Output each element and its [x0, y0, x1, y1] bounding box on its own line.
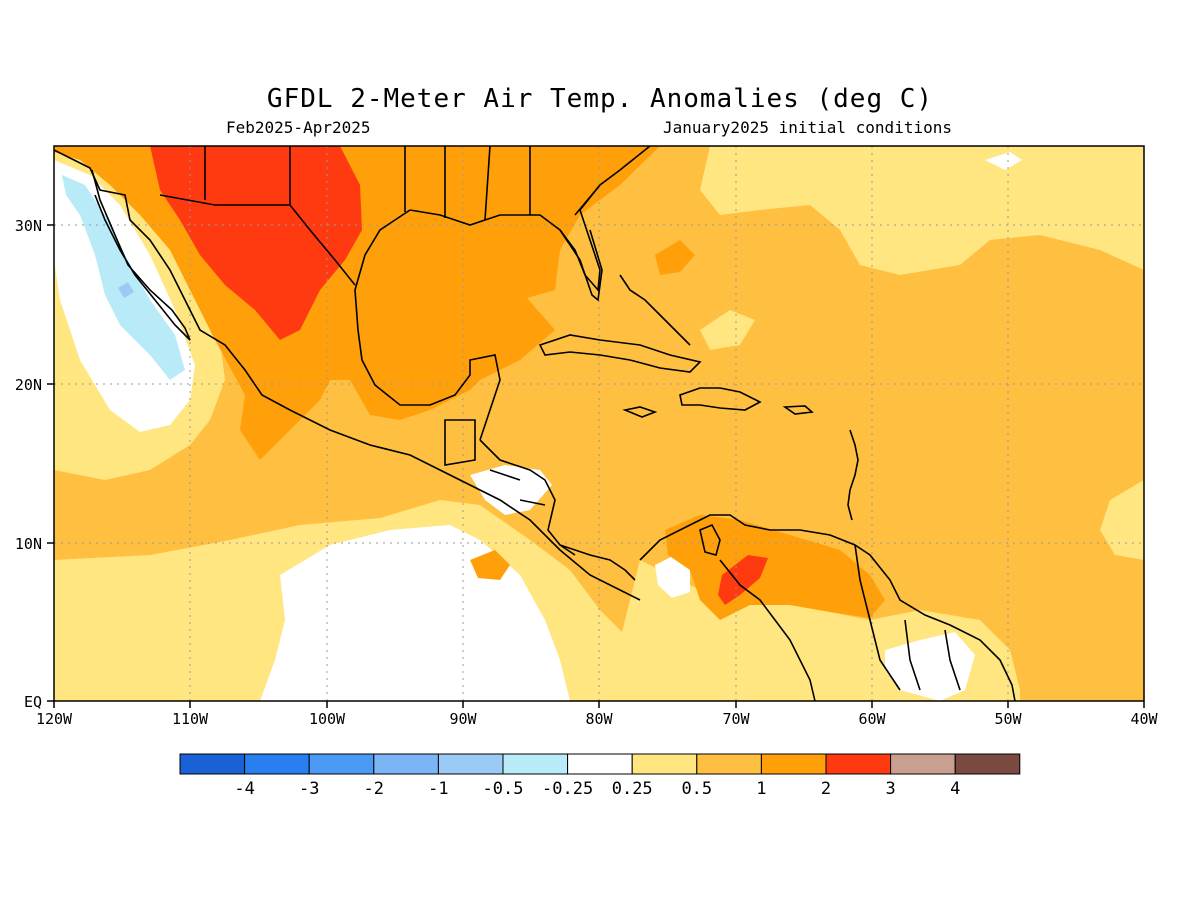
coast-baja	[91, 169, 191, 341]
legend-label: -1	[428, 779, 448, 799]
legend-label: -4	[234, 779, 254, 799]
field-light-mid-atlantic	[700, 310, 755, 350]
legend-swatch	[244, 753, 310, 775]
lat-label: 10N	[15, 535, 42, 553]
field-warm-caribbean-spot	[470, 550, 510, 580]
coast-cuba	[538, 334, 702, 373]
field-cool-baja-core	[118, 282, 134, 298]
lon-label: 50W	[994, 710, 1022, 728]
field-light-atlantic-north	[700, 146, 1144, 275]
border-venezuela-colombia	[719, 559, 816, 701]
lon-label: 90W	[449, 710, 477, 728]
lon-label: 110W	[172, 710, 209, 728]
border-guianas	[854, 544, 961, 691]
axis-ticks	[47, 224, 1145, 708]
legend-label: 0.25	[612, 779, 653, 799]
field-light-atlantic-east	[1100, 480, 1144, 560]
legend-label: 0.5	[681, 779, 712, 799]
graticule	[54, 146, 1144, 701]
lon-label: 70W	[722, 710, 750, 728]
coast-hispaniola	[679, 387, 762, 411]
field-warm-gulf-extension	[355, 280, 555, 395]
color-legend: -4 -3 -2 -1 -0.5 -0.25 0.25 0.5 1 2 3 4	[179, 753, 1021, 799]
coast-puerto-rico	[782, 405, 814, 415]
field-white-guianas	[885, 632, 975, 701]
border-central-america-internal	[489, 469, 576, 556]
coast-jamaica	[622, 406, 658, 418]
legend-swatch	[890, 753, 956, 775]
lat-labels: 30N 20N 10N EQ	[15, 217, 42, 711]
coastlines	[54, 146, 1016, 701]
field-hot-mexico-us	[150, 146, 362, 340]
legend-label: -3	[299, 779, 319, 799]
lon-label: 120W	[36, 710, 73, 728]
field-white-atlantic-north	[985, 152, 1022, 170]
legend-label: -0.5	[483, 779, 524, 799]
lon-label: 40W	[1130, 710, 1158, 728]
legend-swatch	[437, 753, 504, 775]
legend-label: 4	[950, 779, 960, 799]
legend-swatch	[567, 753, 633, 775]
lat-label: EQ	[24, 693, 42, 711]
field-white-colombia-coast	[655, 555, 690, 598]
field-hot-venezuela	[718, 555, 768, 605]
coast-mexico-pacific	[54, 149, 641, 601]
initial-conditions: January2025 initial conditions	[663, 118, 952, 137]
field-warm-atlantic-spot	[655, 240, 695, 275]
anomaly-field	[54, 146, 1144, 701]
coast-gulf-of-mexico	[354, 209, 501, 441]
coast-lesser-antilles	[847, 429, 859, 521]
legend-swatch	[825, 753, 892, 775]
forecast-period: Feb2025-Apr2025	[226, 118, 371, 137]
lon-labels: 120W 110W 100W 90W 80W 70W 60W 50W 40W	[36, 710, 1159, 728]
legend-swatch	[179, 753, 246, 775]
legend-swatch	[308, 753, 375, 775]
field-cool-baja	[62, 175, 185, 380]
border-us-mexico	[159, 194, 356, 286]
legend-label: 3	[885, 779, 895, 799]
lon-label: 60W	[858, 710, 886, 728]
coast-central-america	[479, 439, 636, 581]
legend-swatch	[631, 753, 698, 775]
legend-label: 1	[756, 779, 766, 799]
legend-swatch	[760, 753, 827, 775]
legend-label: 2	[821, 779, 831, 799]
border-guatemala	[444, 419, 476, 466]
lon-label: 100W	[309, 710, 346, 728]
lat-label: 20N	[15, 376, 42, 394]
map-title: GFDL 2-Meter Air Temp. Anomalies (deg C)	[266, 84, 934, 114]
coast-bahamas	[619, 274, 691, 346]
legend-label: -0.25	[542, 779, 593, 799]
coast-florida	[559, 229, 603, 302]
border-us-states	[204, 146, 601, 221]
legend-label: -2	[364, 779, 384, 799]
lon-label: 80W	[585, 710, 613, 728]
legend-swatch	[373, 753, 439, 775]
legend-swatch	[954, 753, 1021, 775]
legend-swatch	[502, 753, 569, 775]
coast-lake-maracaibo	[699, 523, 721, 556]
lat-label: 30N	[15, 217, 42, 235]
legend-swatch	[696, 753, 762, 775]
